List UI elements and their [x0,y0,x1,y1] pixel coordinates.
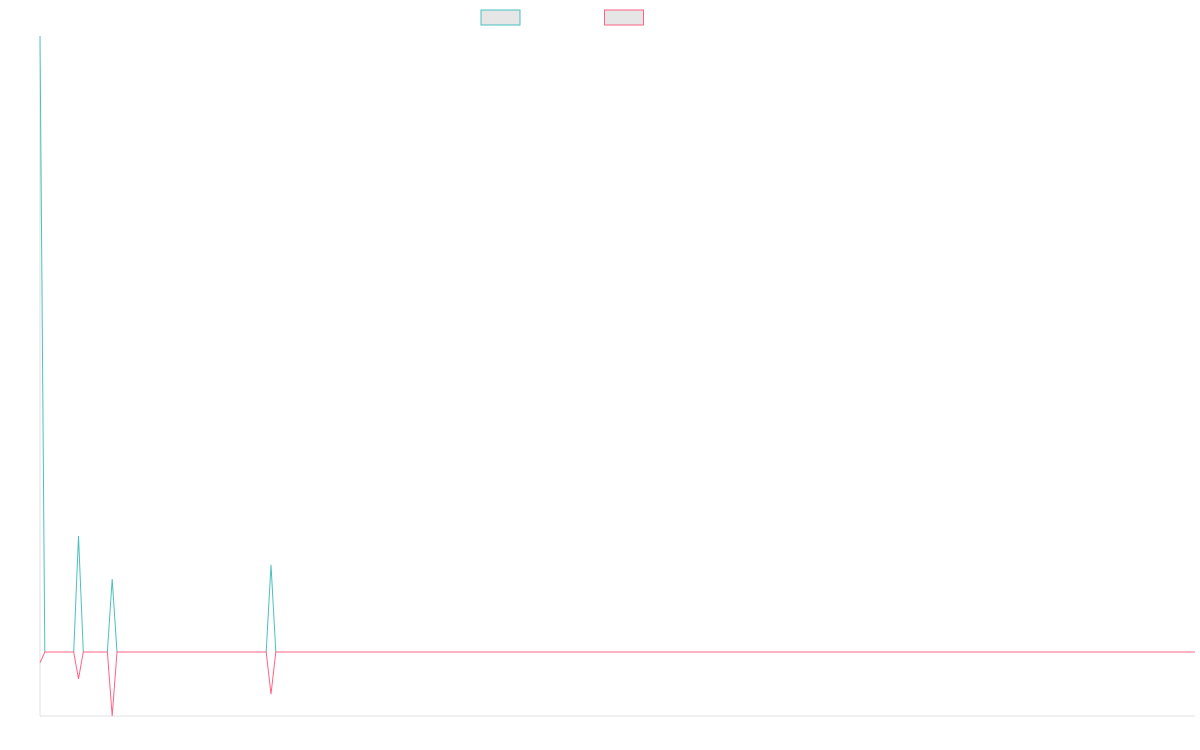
legend-swatch[interactable] [480,9,521,26]
legend-swatch[interactable] [604,9,644,26]
data-line [39,35,1195,653]
data-line [39,651,1195,717]
